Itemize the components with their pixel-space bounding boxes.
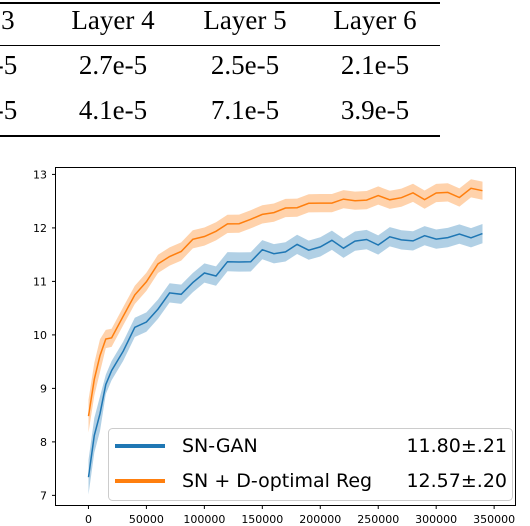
legend-score-sn-dopt: 12.57±.20 xyxy=(406,470,507,492)
table-cell: e-5 xyxy=(0,95,18,125)
table-cell: 2.5e-5 xyxy=(210,50,280,80)
line-chart: 0 50000 100000 150000 200000 250000 300000 3500… xyxy=(33,167,516,526)
y-tick-label: 11 xyxy=(33,275,47,288)
legend: SN-GAN 11.80±.21 SN + D-optimal Reg 12.5… xyxy=(108,428,513,501)
y-tick-label: 8 xyxy=(40,436,47,449)
x-tick-label: 300000 xyxy=(415,513,457,526)
x-tick-label: 100000 xyxy=(183,513,225,526)
table-header-layer4: Layer 4 xyxy=(71,5,155,35)
y-tick-label: 9 xyxy=(40,382,47,395)
legend-label-sn-dopt: SN + D-optimal Reg xyxy=(182,470,372,492)
legend-box xyxy=(108,428,513,501)
series-line-sn-gan xyxy=(87,232,483,478)
table-header-col3: r 3 xyxy=(0,5,15,35)
table-header-layer6: Layer 6 xyxy=(333,5,417,35)
table-top-rule xyxy=(0,2,440,4)
table-cell: 7.1e-5 xyxy=(210,95,280,125)
table-header-layer5: Layer 5 xyxy=(203,5,287,35)
y-tick-label: 13 xyxy=(33,168,47,181)
x-tick-label: 350000 xyxy=(473,513,515,526)
table-mid-rule xyxy=(0,45,440,46)
table-cell: 2.7e-5 xyxy=(78,50,148,80)
table-cell: 3.9e-5 xyxy=(340,95,410,125)
confidence-band-sn-gan xyxy=(88,224,483,495)
y-tick-label: 7 xyxy=(40,489,47,502)
table-cell: 2.1e-5 xyxy=(340,50,410,80)
table-cell: 4.1e-5 xyxy=(78,95,148,125)
confidence-band-sn-dopt xyxy=(88,179,483,433)
table-cell: e-5 xyxy=(0,50,18,80)
y-tick-label: 10 xyxy=(33,329,47,342)
x-tick-label: 50000 xyxy=(129,513,164,526)
x-tick-label: 0 xyxy=(85,513,92,526)
legend-score-sn-gan: 11.80±.21 xyxy=(406,435,507,457)
results-table: r 3 Layer 4 Layer 5 Layer 6 e-5 2.7e-5 2… xyxy=(0,0,530,140)
x-tick-label: 250000 xyxy=(357,513,399,526)
table-bottom-rule xyxy=(0,135,440,137)
plot-frame xyxy=(55,167,516,506)
x-tick-label: 200000 xyxy=(299,513,341,526)
x-tick-label: 150000 xyxy=(241,513,283,526)
series-line-sn-dopt xyxy=(87,187,483,417)
y-tick-label: 12 xyxy=(33,222,47,235)
legend-label-sn-gan: SN-GAN xyxy=(182,435,258,457)
